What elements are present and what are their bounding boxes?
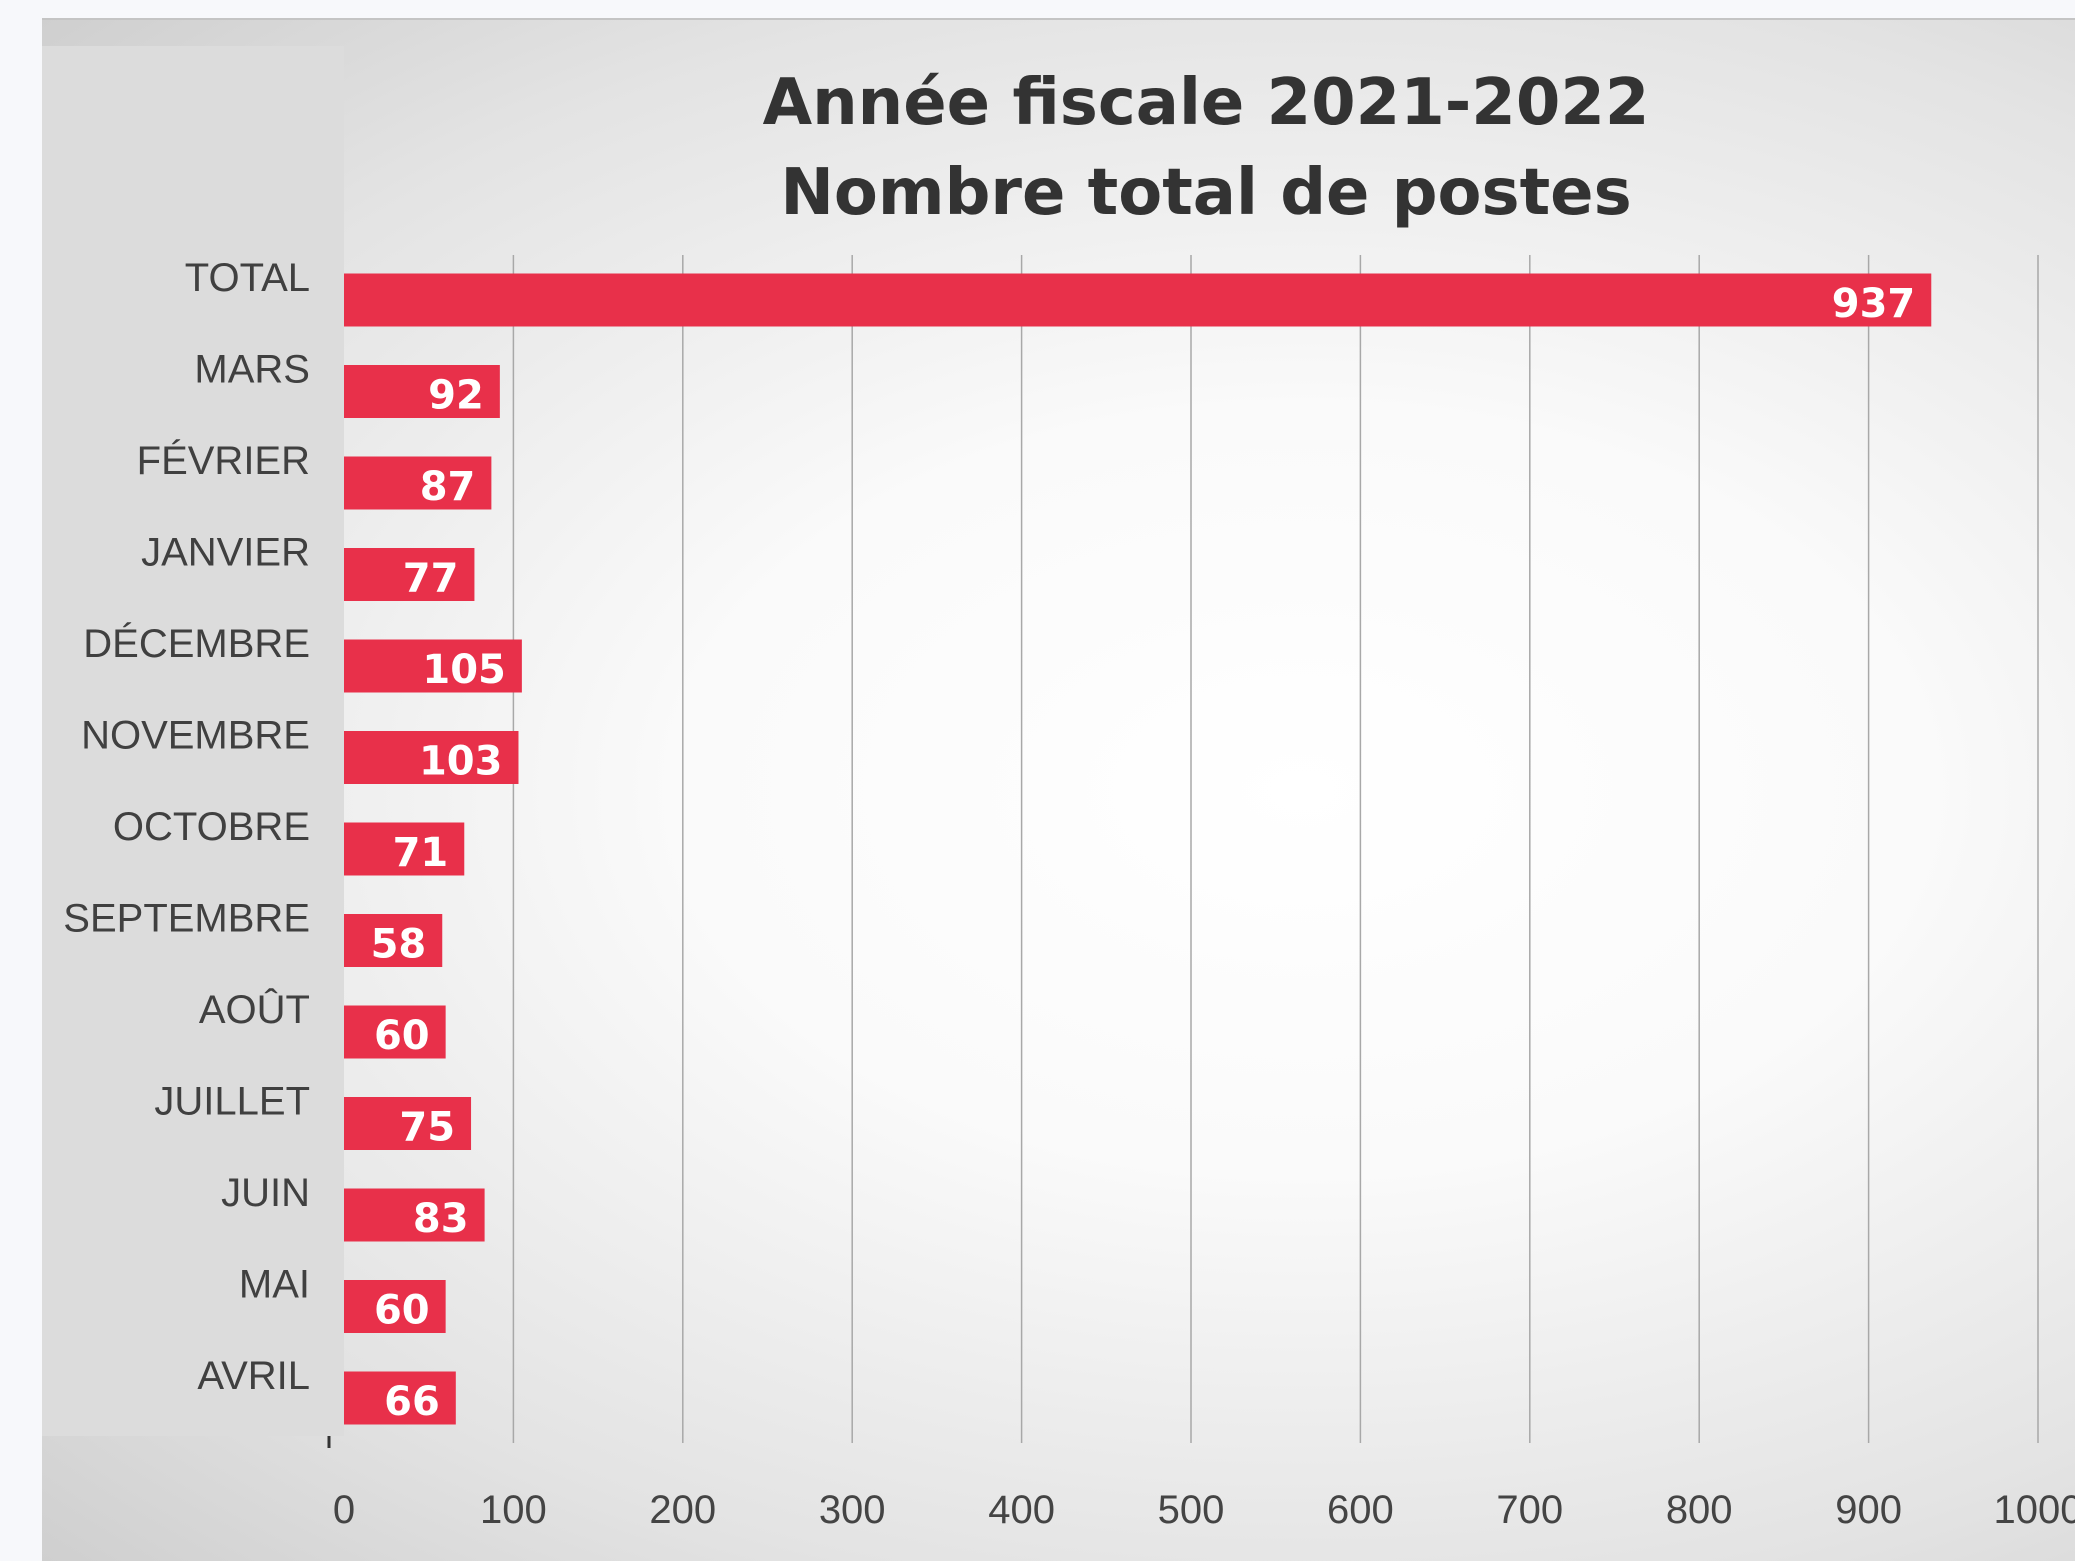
- category-label-strip: [42, 46, 344, 1436]
- data-label: 105: [422, 647, 506, 693]
- category-label: OCTOBRE: [113, 805, 310, 849]
- category-label: MARS: [194, 348, 310, 392]
- bar: [344, 365, 500, 418]
- data-label: 77: [403, 556, 459, 602]
- category-label: NOVEMBRE: [81, 714, 310, 758]
- data-label: 60: [374, 1288, 430, 1334]
- data-label: 87: [420, 464, 476, 510]
- data-label: 71: [393, 830, 449, 876]
- category-label: JANVIER: [141, 531, 310, 575]
- bar: [344, 1005, 446, 1059]
- chart-title-line-2: Nombre total de postes: [780, 156, 1632, 230]
- bar: [344, 1097, 472, 1150]
- bar: [344, 1371, 456, 1425]
- bar: [344, 456, 492, 510]
- bar: [344, 1188, 485, 1242]
- category-label: FÉVRIER: [137, 438, 310, 483]
- x-tick-label: 100: [480, 1488, 547, 1532]
- x-tick-label: 800: [1666, 1488, 1733, 1532]
- x-tick-label: 900: [1835, 1488, 1902, 1532]
- x-tick-label: 0: [333, 1488, 355, 1532]
- data-label: 92: [428, 373, 484, 419]
- category-label: MAI: [239, 1263, 310, 1307]
- bar: [344, 731, 519, 784]
- bar: [344, 822, 465, 876]
- category-label: JUILLET: [154, 1080, 310, 1124]
- category-label: AOÛT: [199, 987, 310, 1032]
- chart-title-line-1: Année fiscale 2021-2022: [762, 66, 1650, 140]
- x-tick-label: 400: [988, 1488, 1055, 1532]
- category-label: TOTAL: [185, 256, 310, 300]
- data-label: 60: [374, 1013, 430, 1059]
- bar: [344, 548, 475, 601]
- x-tick-label: 500: [1158, 1488, 1225, 1532]
- data-label: 66: [384, 1379, 440, 1425]
- x-tick-label: 300: [819, 1488, 886, 1532]
- category-label: SEPTEMBRE: [63, 897, 310, 941]
- x-tick-label: 600: [1327, 1488, 1394, 1532]
- x-tick-label: 700: [1496, 1488, 1563, 1532]
- data-label: 83: [413, 1196, 469, 1242]
- data-label: 58: [371, 922, 427, 968]
- bar: [344, 639, 522, 693]
- data-label: 75: [399, 1105, 455, 1151]
- category-label: JUIN: [221, 1171, 310, 1215]
- data-label: 937: [1832, 281, 1916, 327]
- bar: [344, 1280, 446, 1333]
- category-label: AVRIL: [197, 1354, 310, 1398]
- category-label: DÉCEMBRE: [83, 621, 310, 666]
- data-label: 103: [419, 739, 503, 785]
- bar: [344, 273, 1932, 327]
- x-tick-label: 200: [649, 1488, 716, 1532]
- bar: [344, 914, 443, 967]
- x-tick-label: 1000: [1994, 1488, 2075, 1532]
